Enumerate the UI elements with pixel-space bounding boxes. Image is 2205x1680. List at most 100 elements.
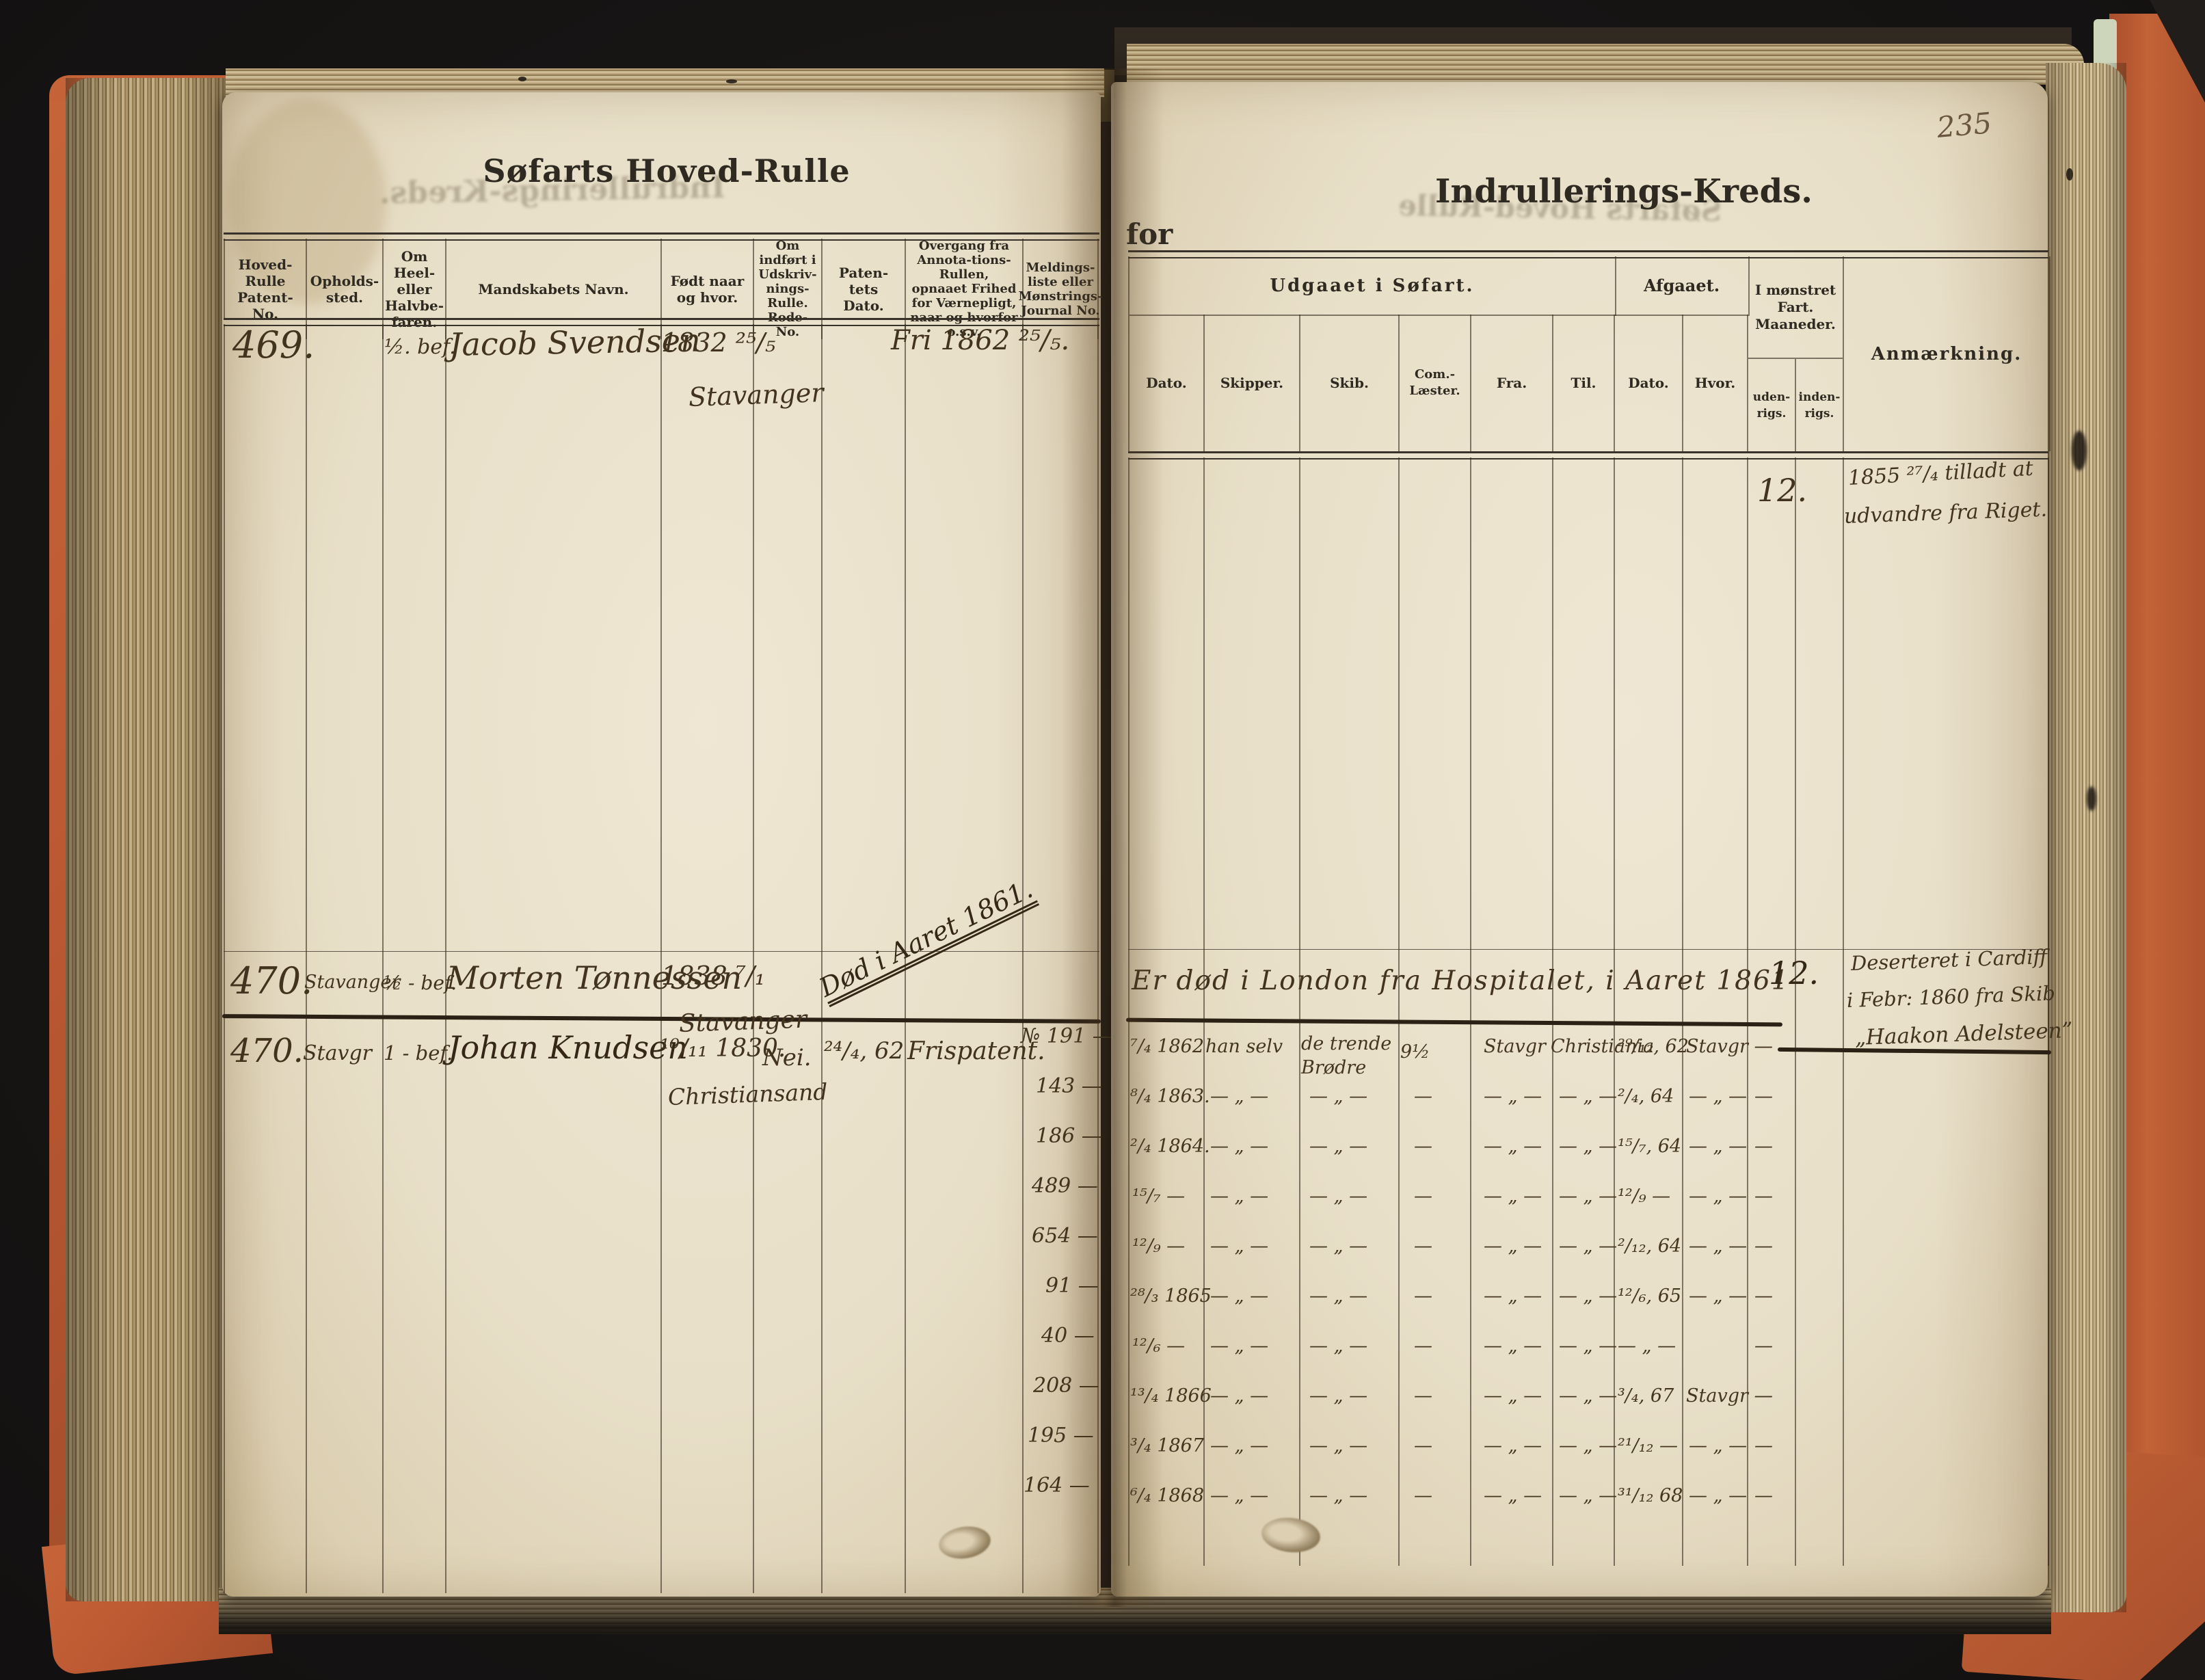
- voyage-return-date: ¹⁵/₇, 64: [1618, 1136, 1682, 1157]
- moenstret-subheaders: uden-rigs. inden-rigs.: [1748, 359, 1844, 451]
- voyage-return-date: ¹²/₉ —: [1618, 1186, 1671, 1207]
- group-header-afgaaet: Afgaaet.: [1615, 256, 1750, 316]
- report-list-no: 40 —: [1041, 1324, 1095, 1348]
- column-header: Overgang fra Annota-tions-Rullen, opnaae…: [906, 239, 1024, 339]
- entry-469-befaren: ½. bef.: [384, 335, 456, 359]
- voyage-line: ⁷/₄ 1862 han selv de trende Brødre 9½ St…: [1128, 1033, 2048, 1086]
- column-header: Dato.: [1615, 315, 1683, 451]
- voyage-date: ¹²/₉ —: [1132, 1236, 1186, 1257]
- entry-469-born-place: Stavanger: [688, 377, 825, 412]
- voyage-lasts: —: [1414, 1485, 1432, 1506]
- header-rule-bottom: [1128, 451, 2048, 459]
- voyage-to: — „ —: [1559, 1485, 1618, 1506]
- edge-speck: [2072, 431, 2087, 470]
- voyage-months-foreign: —: [1754, 1186, 1773, 1207]
- entry-470b-exemption: Frispatent.: [907, 1037, 1045, 1065]
- report-list-no: 195 —: [1028, 1424, 1094, 1448]
- voyage-from: Stavgr: [1484, 1036, 1546, 1057]
- voyage-from: — „ —: [1484, 1485, 1542, 1506]
- column-header: Meldings-liste eller Mønstrings-Journal …: [1018, 239, 1103, 339]
- voyage-return-date: ²/₄, 64: [1618, 1086, 1674, 1107]
- voyage-skipper: — „ —: [1210, 1136, 1269, 1157]
- voyage-return-place: — „ —: [1689, 1485, 1748, 1506]
- column-header: Hvor.: [1683, 315, 1748, 451]
- voyage-ship: de trende Brødre: [1301, 1033, 1392, 1078]
- entry-469-patent-no: 469.: [232, 323, 315, 366]
- entry-469-born: 1832 ²⁵/₅: [661, 328, 776, 358]
- voyage-return-place: — „ —: [1689, 1186, 1748, 1207]
- entry-470b-name: Johan Knudsen: [448, 1029, 688, 1066]
- edge-speck: [2066, 168, 2073, 181]
- voyage-ship: — „ —: [1309, 1485, 1368, 1506]
- udgaaet-subheaders: Dato. Skipper. Skib. Com.-Læster. Fra. T…: [1130, 315, 1615, 451]
- entry-470b-residence: Stavgr: [303, 1041, 372, 1065]
- entry-470a-befaren: ½ - bef.: [384, 972, 457, 994]
- voyage-from: — „ —: [1484, 1385, 1542, 1406]
- voyage-to: — „ —: [1559, 1086, 1618, 1107]
- voyage-skipper: — „ —: [1210, 1285, 1269, 1307]
- ledger-right-page: Søfarts Hoved-Rulle for Indrullerings-Kr…: [1111, 82, 2073, 1597]
- voyage-ship: — „ —: [1309, 1435, 1368, 1456]
- page-stack-fore-edge-left: [66, 78, 228, 1601]
- voyage-to: — „ —: [1559, 1186, 1618, 1207]
- entry-469-months-foreign: 12.: [1757, 472, 1808, 509]
- voyage-line: ⁸/₄ 1863. — „ — — „ — — — „ — — „ — ²/₄,…: [1128, 1086, 2048, 1136]
- report-list-no: 186 —: [1036, 1124, 1102, 1148]
- voyage-skipper: — „ —: [1210, 1086, 1269, 1107]
- entry-469-exemption: Fri 1862 ²⁵/₅.: [891, 325, 1070, 356]
- entry-470a-born: 1838 ⁷/₁: [661, 961, 766, 991]
- voyage-date: ³/₄ 1867: [1130, 1435, 1205, 1456]
- voyage-ship: — „ —: [1309, 1186, 1368, 1207]
- voyage-months-foreign: —: [1754, 1335, 1773, 1357]
- report-list-no: 143 —: [1036, 1074, 1102, 1098]
- voyage-return-date: ³¹/₁₂ 68: [1618, 1485, 1683, 1506]
- entry-470a-death-record: Er død i London fra Hospitalet, i Aaret …: [1132, 965, 1790, 996]
- voyage-return-date: ²⁹/₁₂, 62: [1618, 1036, 1689, 1057]
- voyage-months-foreign: —: [1754, 1385, 1773, 1406]
- page-stack-fore-edge-right: [2046, 63, 2126, 1612]
- voyage-skipper: — „ —: [1210, 1186, 1269, 1207]
- voyage-return-date: ²/₁₂, 64: [1618, 1236, 1682, 1257]
- page-title-left: Søfarts Hoved-Rulle: [483, 152, 851, 189]
- voyage-to: — „ —: [1559, 1335, 1618, 1357]
- voyage-return-date: ²¹/₁₂ —: [1618, 1435, 1678, 1456]
- voyage-skipper: — „ —: [1210, 1236, 1269, 1257]
- voyage-from: — „ —: [1484, 1236, 1542, 1257]
- voyage-lasts: —: [1414, 1236, 1432, 1257]
- voyage-to: — „ —: [1559, 1435, 1618, 1456]
- voyage-lasts: —: [1414, 1385, 1432, 1406]
- row-separator-line: [224, 951, 1099, 952]
- report-list-no: 91 —: [1045, 1274, 1099, 1298]
- voyage-ship: — „ —: [1309, 1335, 1368, 1357]
- voyage-lasts: 9½: [1400, 1041, 1430, 1063]
- voyage-to: — „ —: [1559, 1285, 1618, 1307]
- voyage-months-foreign: —: [1754, 1036, 1773, 1057]
- voyage-to: — „ —: [1559, 1385, 1618, 1406]
- voyage-ship: — „ —: [1309, 1136, 1368, 1157]
- page-title-connector: for: [1126, 217, 1173, 251]
- left-table-header-row: Hoved-Rulle Patent-No. Opholds-sted. Om …: [224, 239, 1103, 339]
- voyage-to: Christiania: [1551, 1036, 1655, 1057]
- edge-speck: [2087, 786, 2096, 811]
- column-header: Om Heel- eller Halvbe-faren.: [384, 239, 446, 339]
- voyage-date: ²⁸/₃ 1865: [1130, 1285, 1212, 1307]
- voyage-from: — „ —: [1484, 1186, 1542, 1207]
- entry-470b-patent-no: 470.: [230, 1032, 304, 1070]
- voyage-lasts: —: [1414, 1335, 1432, 1357]
- voyage-line: ⁶/₄ 1868 — „ — — „ — — — „ — — „ — ³¹/₁₂…: [1128, 1485, 2048, 1535]
- row-separator-line: [1128, 949, 2048, 950]
- voyage-date: ¹⁵/₇ —: [1132, 1186, 1186, 1207]
- column-header: Skib.: [1300, 315, 1400, 451]
- voyage-return-date: ³/₄, 67: [1618, 1385, 1674, 1406]
- voyage-return-place: — „ —: [1689, 1236, 1748, 1257]
- voyage-return-place: — „ —: [1689, 1435, 1748, 1456]
- report-list-no: 489 —: [1032, 1174, 1098, 1198]
- voyage-months-foreign: —: [1754, 1485, 1773, 1506]
- voyage-skipper: han selv: [1205, 1036, 1283, 1057]
- voyage-skipper: — „ —: [1210, 1335, 1269, 1357]
- entry-470a-patent-no: 470.: [230, 959, 313, 1002]
- voyage-date: ⁶/₄ 1868: [1130, 1485, 1205, 1506]
- voyage-return-place: Stavgr —: [1686, 1036, 1773, 1057]
- report-list-no: 208 —: [1033, 1374, 1099, 1398]
